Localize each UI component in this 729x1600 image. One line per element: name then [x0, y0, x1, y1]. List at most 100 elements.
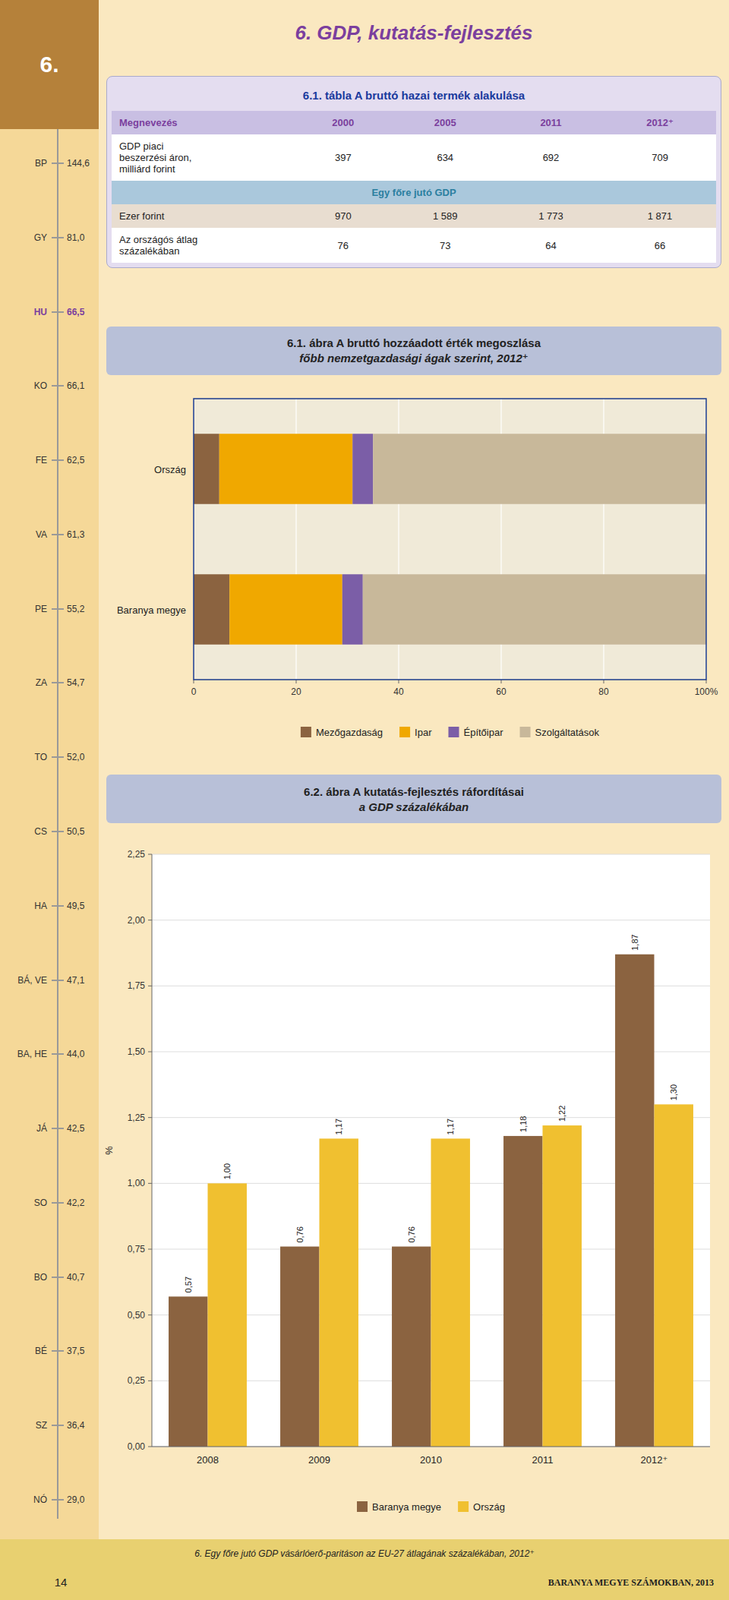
table-column-header: 2012⁺ [603, 110, 717, 135]
sidebar-tick [51, 681, 64, 684]
table-column-header: 2000 [293, 110, 393, 135]
grid-line [151, 854, 711, 856]
table-row: GDP piaci beszerzési áron, milliárd fori… [111, 134, 717, 181]
sidebar-value: 66,1 [66, 380, 85, 392]
table-column-header: 2005 [392, 110, 499, 135]
legend-label: Ipar [414, 726, 433, 739]
tick-mark [148, 1314, 152, 1316]
bar [280, 1246, 319, 1447]
tick-mark [148, 1446, 152, 1448]
chart-svg: 020406080100%Baranya megyeOrszágMezőgazd… [98, 383, 729, 748]
grid-line [151, 919, 711, 921]
legend-swatch [457, 1501, 469, 1512]
chart-header: 6.1. ábra A bruttó hozzáadott érték mego… [106, 326, 722, 376]
tick-mark [148, 1117, 152, 1118]
legend-label: Mezőgazdaság [315, 726, 383, 739]
tick-label: 1,75 [127, 980, 146, 991]
sidebar-label: PE [34, 603, 48, 615]
sidebar-tick [51, 1424, 64, 1427]
tick-label: 1,25 [127, 1112, 146, 1124]
sidebar-label: ZA [35, 677, 48, 688]
tick-mark [148, 854, 152, 856]
footer-note: 6. Egy főre jutó GDP vásárlóerő-paritáso… [0, 1548, 729, 1559]
bar [219, 433, 354, 505]
category-label: 2009 [308, 1454, 331, 1466]
tick-label: 0,50 [127, 1309, 146, 1321]
chart-svg: 0,000,250,500,751,001,251,501,752,002,25… [98, 831, 729, 1523]
sidebar-value: 55,2 [66, 603, 85, 615]
sidebar-value: 40,7 [66, 1271, 85, 1283]
data-label: 1,17 [334, 1118, 344, 1135]
data-label: 1,22 [557, 1105, 567, 1122]
sidebar-value: 54,7 [66, 677, 85, 688]
legend-label: Építőipar [463, 726, 504, 739]
sidebar-tick [51, 385, 64, 387]
data-label: 1,00 [222, 1163, 232, 1180]
tick-label: 2,00 [127, 915, 146, 926]
footer: 6. Egy főre jutó GDP vásárlóerő-paritáso… [0, 1539, 729, 1600]
sidebar-label: KO [34, 380, 48, 392]
category-label: 2010 [419, 1454, 442, 1466]
axis-label: % [103, 1145, 115, 1156]
chart-title: 6.2. ábra A kutatás-fejlesztés ráfordítá… [303, 785, 524, 799]
tick-label: 1,50 [127, 1046, 146, 1058]
table-cell: 397 [293, 134, 393, 181]
sidebar-label: VA [35, 529, 48, 540]
sidebar-value: 50,5 [66, 826, 85, 837]
category-label: Baranya megye [116, 604, 187, 616]
axis-line [151, 1446, 711, 1448]
table-cell: 709 [603, 134, 717, 181]
sidebar-label: SZ [35, 1420, 48, 1431]
tick-label: 0,75 [127, 1243, 146, 1255]
chart-title: 6.1. ábra A bruttó hozzáadott érték mego… [287, 336, 541, 350]
sidebar: 6.BP144,6GY81,0HU66,5KO66,1FE62,5VA61,3P… [0, 0, 99, 1600]
sidebar-label: BÁ, VE [17, 975, 48, 986]
bar [654, 1104, 694, 1447]
sidebar-value: 49,5 [66, 900, 85, 912]
sidebar-value: 42,5 [66, 1123, 85, 1134]
page: 6.BP144,6GY81,0HU66,5KO66,1FE62,5VA61,3P… [0, 0, 729, 1600]
table-cell: 64 [498, 227, 604, 263]
sidebar-value: 37,5 [66, 1345, 85, 1357]
marks [193, 433, 707, 645]
data-label: 0,57 [183, 1276, 193, 1293]
tick-mark [148, 1051, 152, 1053]
sidebar-label: CS [34, 826, 48, 837]
tick-label: 0,00 [127, 1441, 146, 1452]
tick-label: 80 [598, 686, 610, 698]
legend-label: Szolgáltatások [535, 726, 600, 739]
table-section: Egy főre jutó GDP [111, 180, 717, 205]
legend: Mezőgazdaság Ipar Építőipar Szolgáltatások [300, 726, 600, 739]
tick-label: 60 [495, 686, 507, 698]
data-label: 1,17 [445, 1118, 455, 1135]
sidebar-label: GY [34, 232, 48, 243]
sidebar-value: 36,4 [66, 1420, 85, 1431]
table-row-label: GDP piaci beszerzési áron, milliárd fori… [111, 134, 294, 181]
sidebar-label: BÉ [34, 1345, 48, 1357]
sidebar-label: TO [34, 751, 48, 763]
table-header-row: Megnevezés2000200520112012⁺ [111, 110, 717, 135]
category-label: 2011 [532, 1454, 554, 1466]
tick-label: 1,00 [127, 1177, 146, 1189]
sidebar-tick [51, 162, 64, 165]
tick-label: 100% [694, 686, 719, 698]
tick-mark [148, 919, 152, 921]
sidebar-tick [51, 1202, 64, 1204]
data-label: 1,87 [630, 934, 640, 950]
bar [168, 1296, 208, 1447]
tick-mark [148, 1183, 152, 1184]
bar [319, 1138, 359, 1447]
sidebar-tick [51, 459, 64, 461]
sidebar-tick [51, 1499, 64, 1501]
tick-label: 0,25 [127, 1375, 146, 1386]
table-cell: 970 [293, 204, 393, 228]
bar [372, 433, 707, 505]
bar [193, 574, 230, 645]
legend-swatch [356, 1501, 368, 1512]
main-title: 6. GDP, kutatás-fejlesztés [98, 21, 729, 45]
bar [362, 574, 707, 645]
sidebar-tick [51, 1053, 64, 1055]
table-box: 6.1. tábla A bruttó hazai termék alakulá… [106, 75, 722, 269]
table-cell: 76 [293, 227, 393, 263]
table-cell: 66 [603, 227, 717, 263]
